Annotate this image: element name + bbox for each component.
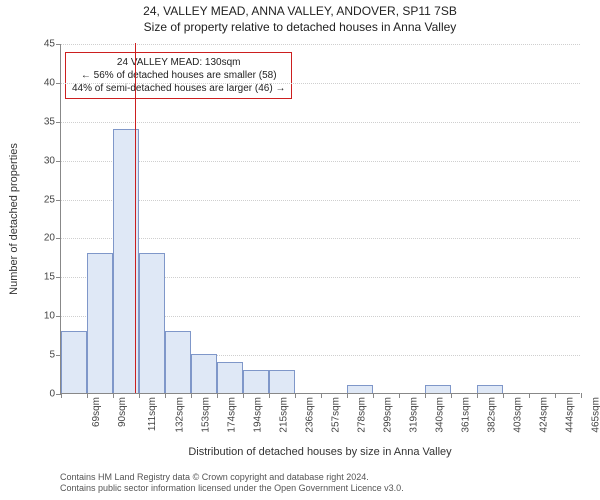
callout-line-2: ← 56% of detached houses are smaller (58… — [72, 69, 285, 82]
xtick-mark — [321, 393, 322, 398]
ytick-label: 10 — [44, 311, 61, 322]
histogram-bar — [347, 385, 373, 393]
chart-container: 24, VALLEY MEAD, ANNA VALLEY, ANDOVER, S… — [0, 0, 600, 500]
xtick-mark — [373, 393, 374, 398]
xtick-label: 90sqm — [117, 397, 128, 427]
xtick-mark — [243, 393, 244, 398]
gridline-h — [61, 44, 580, 45]
ytick-label: 20 — [44, 233, 61, 244]
plot-area: 24 VALLEY MEAD: 130sqm ← 56% of detached… — [60, 44, 580, 394]
attribution-line-1: Contains HM Land Registry data © Crown c… — [60, 472, 580, 483]
xtick-label: 69sqm — [91, 397, 102, 427]
callout-line-3: 44% of semi-detached houses are larger (… — [72, 82, 285, 95]
ytick-label: 45 — [44, 39, 61, 50]
title-line-1: 24, VALLEY MEAD, ANNA VALLEY, ANDOVER, S… — [0, 4, 600, 20]
xtick-mark — [581, 393, 582, 398]
gridline-h — [61, 83, 580, 84]
histogram-bar — [61, 331, 87, 393]
xtick-label: 403sqm — [513, 397, 524, 433]
title-line-2: Size of property relative to detached ho… — [0, 20, 600, 36]
marker-line — [135, 43, 136, 393]
histogram-bar — [191, 354, 217, 393]
chart-title: 24, VALLEY MEAD, ANNA VALLEY, ANDOVER, S… — [0, 4, 600, 35]
xtick-mark — [87, 393, 88, 398]
ytick-label: 25 — [44, 194, 61, 205]
xtick-label: 299sqm — [383, 397, 394, 433]
ytick-label: 35 — [44, 116, 61, 127]
xtick-label: 194sqm — [253, 397, 264, 433]
histogram-bar — [243, 370, 269, 393]
xtick-label: 132sqm — [175, 397, 186, 433]
xtick-label: 424sqm — [539, 397, 550, 433]
ytick-label: 0 — [49, 389, 61, 400]
xtick-mark — [295, 393, 296, 398]
xtick-label: 361sqm — [461, 397, 472, 433]
xtick-label: 340sqm — [435, 397, 446, 433]
xtick-mark — [555, 393, 556, 398]
xtick-label: 465sqm — [591, 397, 600, 433]
ytick-label: 30 — [44, 155, 61, 166]
xtick-label: 174sqm — [227, 397, 238, 433]
xtick-mark — [477, 393, 478, 398]
xtick-label: 257sqm — [331, 397, 342, 433]
ytick-label: 40 — [44, 77, 61, 88]
attribution: Contains HM Land Registry data © Crown c… — [60, 472, 580, 495]
xtick-label: 111sqm — [147, 397, 158, 431]
ytick-label: 15 — [44, 272, 61, 283]
marker-callout: 24 VALLEY MEAD: 130sqm ← 56% of detached… — [65, 52, 292, 99]
xtick-mark — [165, 393, 166, 398]
y-axis-label: Number of detached properties — [8, 44, 20, 394]
histogram-bar — [217, 362, 243, 393]
xtick-mark — [113, 393, 114, 398]
xtick-mark — [191, 393, 192, 398]
attribution-line-2: Contains public sector information licen… — [60, 483, 580, 494]
xtick-label: 278sqm — [357, 397, 368, 433]
histogram-bar — [139, 253, 165, 393]
xtick-label: 236sqm — [305, 397, 316, 433]
gridline-h — [61, 122, 580, 123]
histogram-bar — [165, 331, 191, 393]
histogram-bar — [425, 385, 451, 393]
xtick-mark — [139, 393, 140, 398]
xtick-mark — [503, 393, 504, 398]
xtick-label: 319sqm — [409, 397, 420, 433]
histogram-bar — [269, 370, 295, 393]
x-axis-label: Distribution of detached houses by size … — [60, 446, 580, 458]
xtick-label: 215sqm — [279, 397, 290, 433]
xtick-mark — [217, 393, 218, 398]
histogram-bar — [87, 253, 113, 393]
xtick-mark — [347, 393, 348, 398]
xtick-mark — [529, 393, 530, 398]
xtick-label: 444sqm — [565, 397, 576, 433]
xtick-label: 153sqm — [201, 397, 212, 433]
xtick-mark — [425, 393, 426, 398]
xtick-mark — [269, 393, 270, 398]
xtick-mark — [451, 393, 452, 398]
callout-line-1: 24 VALLEY MEAD: 130sqm — [72, 56, 285, 69]
xtick-label: 382sqm — [487, 397, 498, 433]
histogram-bar — [477, 385, 503, 393]
ytick-label: 5 — [49, 350, 61, 361]
xtick-mark — [399, 393, 400, 398]
xtick-mark — [61, 393, 62, 398]
